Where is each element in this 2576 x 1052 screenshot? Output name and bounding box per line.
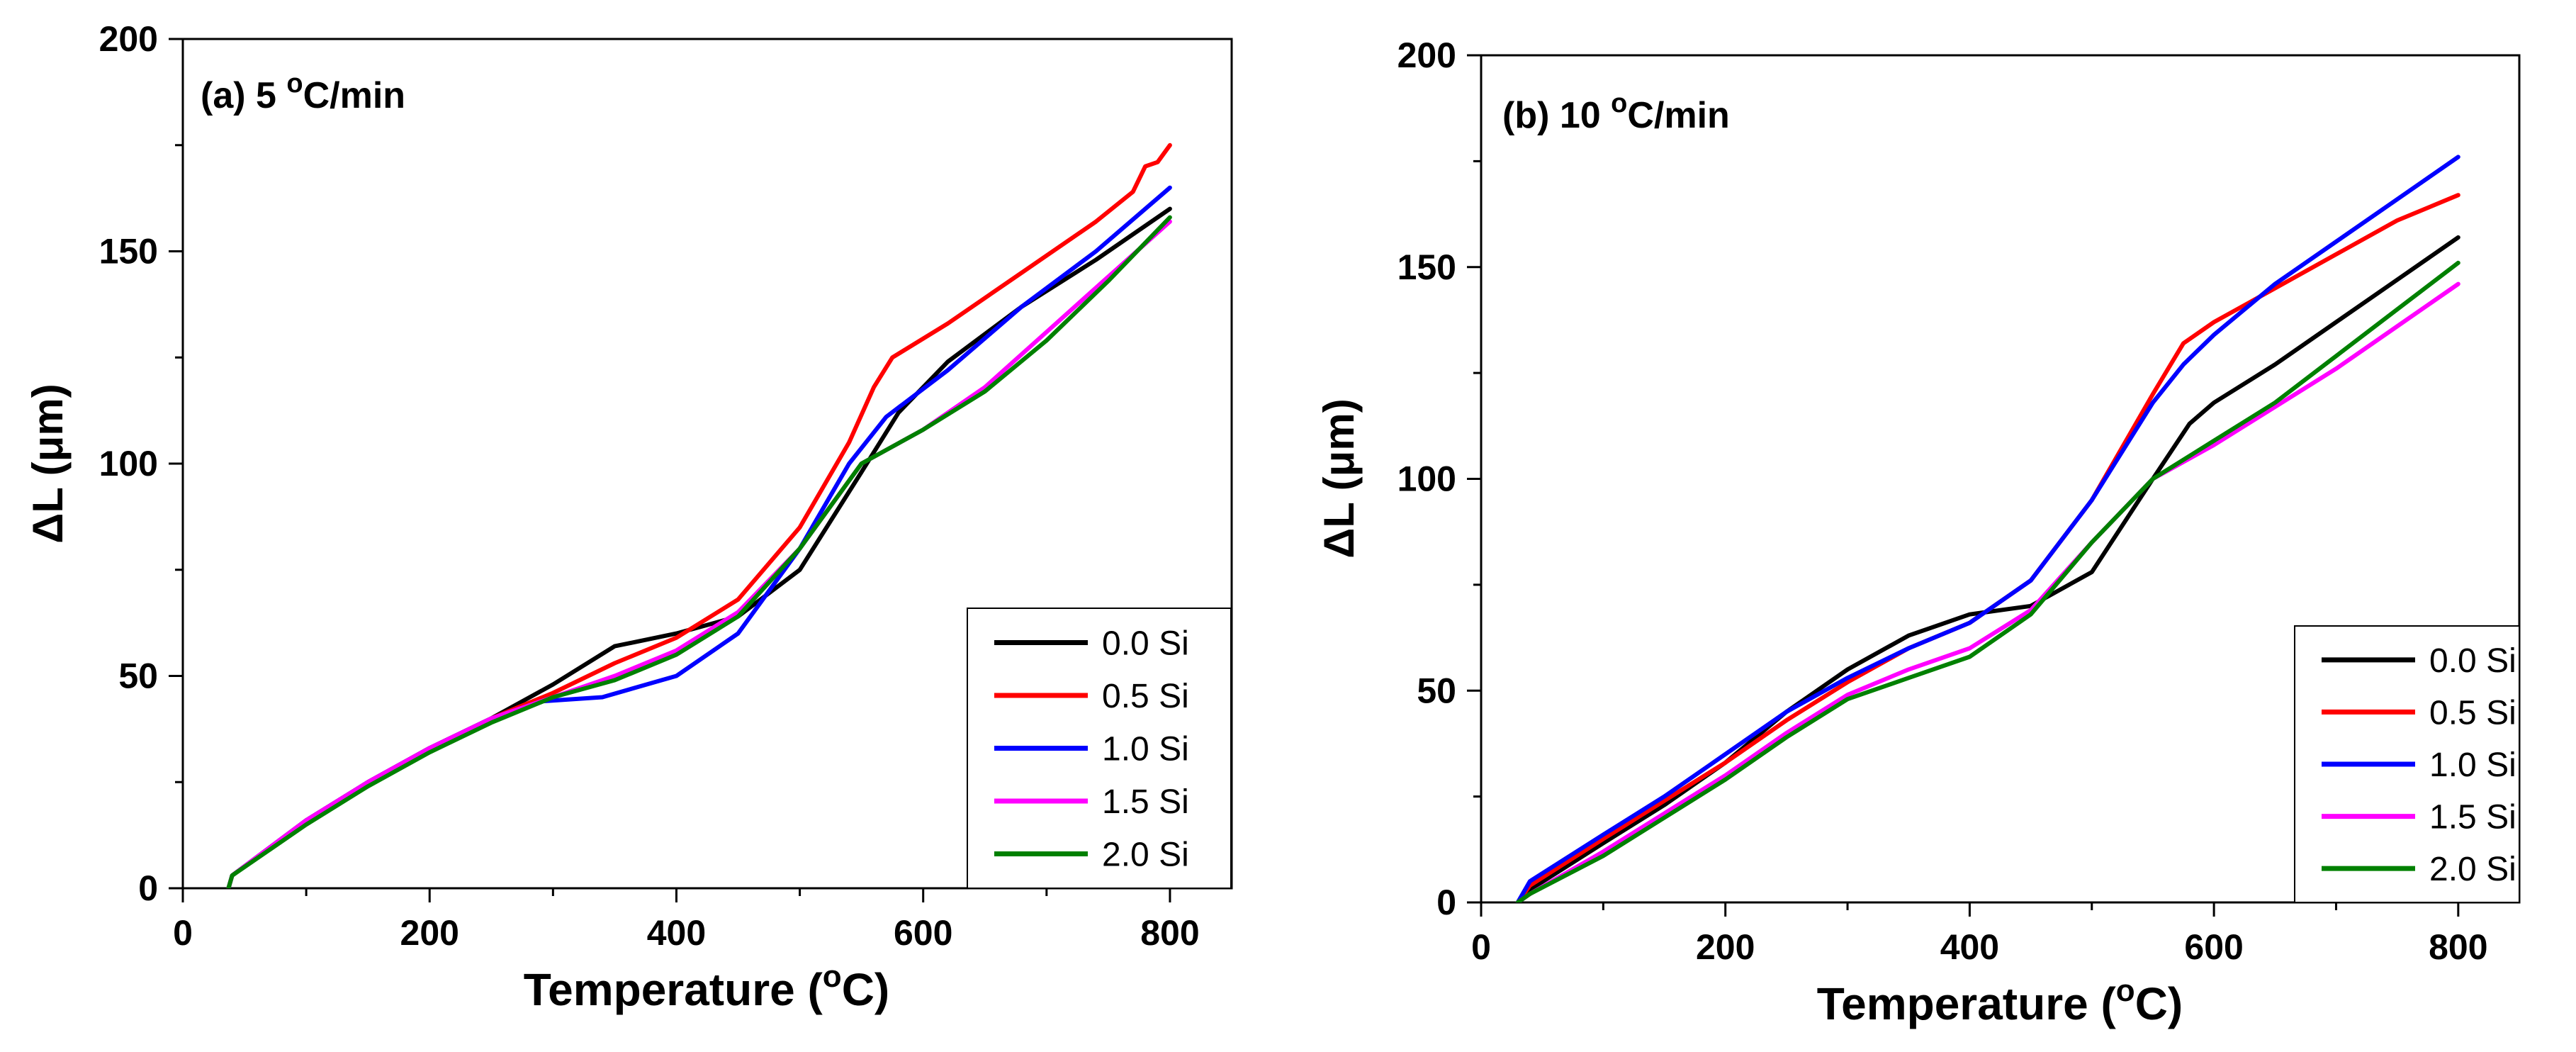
panel-b-x-tick-label: 800 <box>2429 927 2487 967</box>
panel-a-y-tick-label: 150 <box>99 232 158 272</box>
panel-b-y-tick-label: 200 <box>1397 35 1456 75</box>
panel-a-panel-label: (a) 5 oC/min <box>201 69 405 116</box>
panel-b-legend-label: 0.0 Si <box>2429 642 2516 680</box>
panel-a-y-tick-label: 100 <box>99 444 158 483</box>
panel-b-x-axis-title: Temperature (oC) <box>1817 973 2183 1029</box>
panel-a-series-line-2-0-si <box>226 215 1172 888</box>
panel-b-panel-label: (b) 10 oC/min <box>1502 89 1730 136</box>
panel-b-x-tick-label: 600 <box>2184 927 2243 967</box>
panel-b-legend-label: 2.0 Si <box>2429 851 2516 888</box>
panel-a-series-line-1-5-si <box>226 219 1172 888</box>
panel-b-series-line-1-0-si <box>1515 155 2460 902</box>
panel-a-y-axis-title: ΔL (μm) <box>24 384 72 543</box>
panel-a-x-tick-label: 400 <box>647 913 706 953</box>
panel-b-y-tick-label: 150 <box>1397 247 1456 287</box>
panel-a-legend-label: 0.5 Si <box>1102 678 1189 715</box>
panel-b-legend-label: 1.5 Si <box>2429 799 2516 836</box>
panel-a-legend-label: 1.0 Si <box>1102 731 1189 768</box>
panel-a-y-tick-label: 50 <box>118 656 158 696</box>
panel-a: 0 200 400 600 800 0 50 100 150 200 0.0 Si 0.5 Si 1.0… <box>24 19 1233 1015</box>
panel-b-y-tick-label: 100 <box>1397 459 1456 499</box>
panel-b-x-tick-label: 400 <box>1940 927 1999 967</box>
panel-b-y-axis-title: ΔL (μm) <box>1315 398 1363 558</box>
panel-a-legend-label: 1.5 Si <box>1102 783 1189 821</box>
panel-b-series-line-0-0-si <box>1515 235 2460 902</box>
panel-a-x-tick-label: 0 <box>173 913 193 953</box>
panel-a-x-tick-label: 200 <box>400 913 459 953</box>
panel-a-y-tick-label: 200 <box>99 19 158 59</box>
panel-b-series-line-1-5-si <box>1515 281 2460 902</box>
panel-b-legend-label: 0.5 Si <box>2429 694 2516 732</box>
panel-a-x-axis-title: Temperature (oC) <box>524 959 889 1015</box>
panel-b-y-tick-label: 50 <box>1417 671 1456 710</box>
panel-b-x-tick-label: 200 <box>1696 927 1755 967</box>
panel-b-legend-label: 1.0 Si <box>2429 746 2516 784</box>
panel-a-legend-label: 2.0 Si <box>1102 836 1189 874</box>
panel-a-y-tick-label: 0 <box>138 868 158 908</box>
panel-b-y-tick-label: 0 <box>1436 883 1456 922</box>
panel-a-x-tick-label: 600 <box>894 913 952 953</box>
panel-a-legend-label: 0.0 Si <box>1102 625 1189 662</box>
panel-b-x-tick-label: 0 <box>1471 927 1491 967</box>
panel-b: 0 200 400 600 800 0 50 100 150 200 0.0 Si 0.5 Si 1.0… <box>1315 35 2521 1029</box>
panel-a-x-tick-label: 800 <box>1140 913 1199 953</box>
panel-b-series-line-2-0-si <box>1515 260 2460 902</box>
